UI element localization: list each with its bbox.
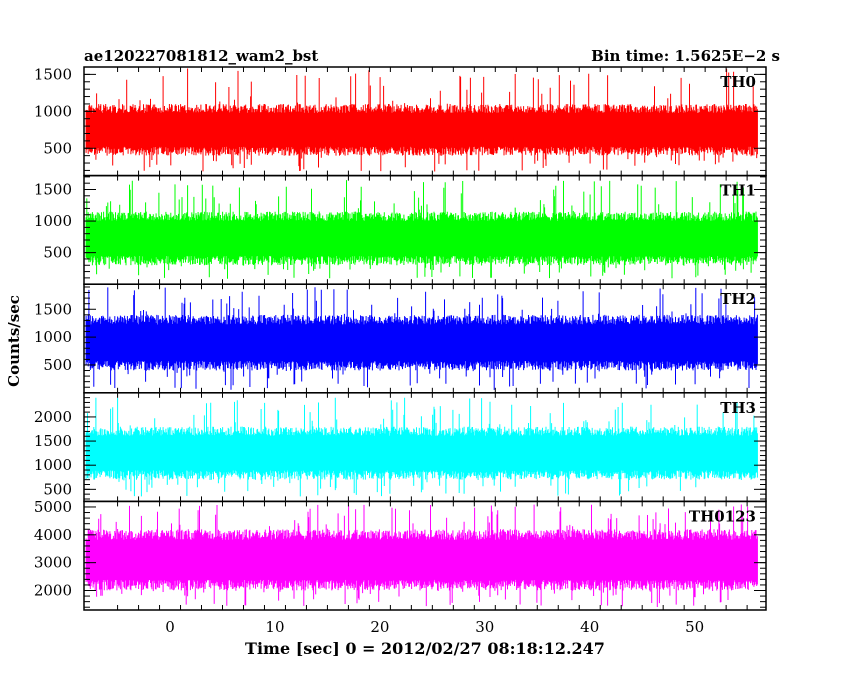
y-tick-label: 1000 <box>34 212 72 230</box>
panel-label-th3: TH3 <box>720 399 756 417</box>
x-tick-label: 10 <box>265 618 284 636</box>
series-line-th0123 <box>85 504 758 607</box>
x-tick-label: 0 <box>165 618 175 636</box>
y-tick-label: 3000 <box>34 554 72 572</box>
chart-title-right: Bin time: 1.5625E−2 s <box>591 47 780 65</box>
y-tick-label: 2000 <box>34 408 72 426</box>
x-axis-label: Time [sec] 0 = 2012/02/27 08:18:12.247 <box>245 639 605 658</box>
panel-label-th0: TH0 <box>720 73 756 91</box>
y-tick-label: 5000 <box>34 498 72 516</box>
panel-label-th2: TH2 <box>720 290 756 308</box>
y-tick-label: 1500 <box>34 65 72 83</box>
panel-label-th1: TH1 <box>720 182 756 200</box>
y-tick-label: 4000 <box>34 526 72 544</box>
y-tick-label: 1000 <box>34 456 72 474</box>
x-tick-label: 50 <box>685 618 704 636</box>
y-tick-label: 500 <box>43 139 72 157</box>
y-axis-label: Counts/sec <box>5 295 23 387</box>
chart-title-left: ae120227081812_wam2_bst <box>84 47 318 65</box>
series-line-th1 <box>85 180 758 279</box>
series-line-th0 <box>85 68 758 172</box>
panel-frame-th0123 <box>83 500 767 611</box>
x-tick-label: 40 <box>580 618 599 636</box>
y-tick-label: 1500 <box>34 300 72 318</box>
series-line-th3 <box>85 397 758 497</box>
y-tick-label: 500 <box>43 244 72 262</box>
y-tick-label: 1000 <box>34 102 72 120</box>
y-tick-label: 500 <box>43 480 72 498</box>
y-tick-label: 500 <box>43 356 72 374</box>
y-tick-label: 1000 <box>34 328 72 346</box>
y-tick-label: 1500 <box>34 180 72 198</box>
panel-label-th0123: TH0123 <box>689 507 756 525</box>
x-tick-label: 30 <box>475 618 494 636</box>
y-tick-label: 1500 <box>34 432 72 450</box>
x-tick-label: 20 <box>370 618 389 636</box>
y-tick-label: 2000 <box>34 582 72 600</box>
series-line-th2 <box>85 287 758 390</box>
